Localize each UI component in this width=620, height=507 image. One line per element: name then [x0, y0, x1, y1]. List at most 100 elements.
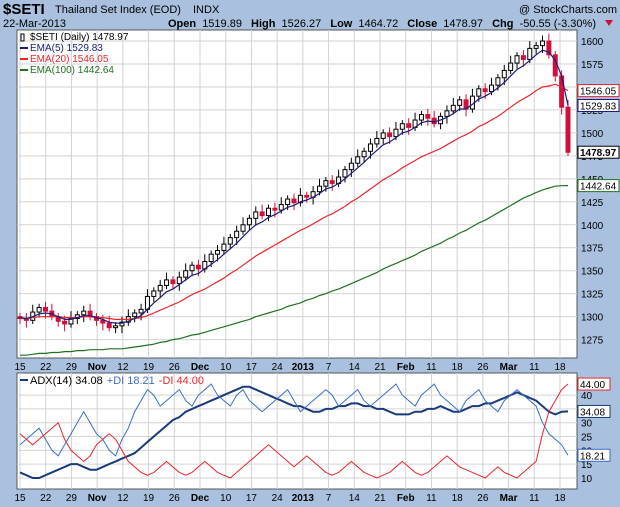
- adx-value-tag-label: 18.21: [580, 451, 605, 462]
- candle-body: [297, 194, 303, 204]
- open-value: 1519.89: [202, 18, 242, 30]
- candle-body: [215, 250, 221, 255]
- adx-y-tick-label: 25: [581, 433, 593, 444]
- price-x-tick-label: 26: [477, 362, 489, 373]
- legend-label: $SETI (Daily) 1478.97: [30, 32, 129, 43]
- adx-y-tick-label: 10: [581, 474, 593, 485]
- minus-di-line: [19, 383, 569, 479]
- adx-x-tick-label: 19: [143, 493, 155, 504]
- price-x-tick-label: Mar: [500, 362, 518, 373]
- candle-body: [195, 264, 201, 270]
- candle-body: [100, 319, 106, 324]
- price-x-axis: 15 22 29 Nov 12 19 26 Dec 10 17 24 2013 7 14 21 Feb 11 18…: [14, 362, 566, 373]
- price-panel: [16, 29, 578, 359]
- adx-x-tick-label: 18: [554, 493, 566, 504]
- adx-x-tick-label: Dec: [191, 493, 210, 504]
- candle-body: [106, 322, 112, 329]
- candle-body: [291, 198, 297, 204]
- ema20-line: [20, 83, 569, 320]
- price-x-tick-label: 7: [326, 362, 332, 373]
- candle-body: [183, 270, 189, 278]
- candle-body: [208, 253, 214, 263]
- adx-x-tick-label: 15: [14, 493, 26, 504]
- candle-body: [278, 204, 284, 211]
- chart-exchange: INDX: [193, 4, 220, 16]
- adx-x-tick-label: 11: [529, 493, 540, 504]
- adx-x-tick-label: 2013: [292, 493, 315, 504]
- adx-legend: ADX(14) 34.08 +DI 18.21 -DI 44.00: [20, 375, 204, 387]
- close-value: 1478.97: [443, 18, 483, 30]
- candle-body: [240, 224, 246, 232]
- price-y-tick-label: 1375: [581, 244, 604, 255]
- candle-body: [565, 106, 571, 153]
- price-y-tick-label: 1275: [581, 336, 604, 347]
- price-x-tick-label: 19: [143, 362, 155, 373]
- candle-body: [482, 88, 488, 93]
- candle-body: [425, 114, 431, 119]
- candle-body: [540, 40, 546, 47]
- price-x-tick-label: 12: [117, 362, 129, 373]
- adx-x-tick-label: Nov: [88, 493, 107, 504]
- price-x-tick-label: 21: [374, 362, 386, 373]
- high-label: High: [251, 18, 276, 30]
- candle-body: [304, 194, 310, 198]
- candle-body: [546, 40, 552, 56]
- open-label: Open: [168, 18, 196, 30]
- adx-x-tick-label: 26: [477, 493, 489, 504]
- candle-body: [138, 308, 144, 314]
- price-x-tick-label: Dec: [191, 362, 210, 373]
- price-value-tag: [577, 179, 620, 193]
- price-y-axis: 1275130013251350137514001425145014751500…: [577, 37, 620, 347]
- candle-body: [418, 114, 424, 121]
- price-y-tick-label: 1400: [581, 221, 604, 232]
- candle-body: [501, 69, 507, 79]
- watermark[interactable]: @ StockCharts.com: [519, 4, 617, 16]
- adx-value-tag: [577, 448, 611, 462]
- price-x-tick-label: 11: [426, 362, 437, 373]
- candle-body: [151, 290, 157, 297]
- adx-panel: [16, 372, 578, 490]
- candle-body: [374, 137, 380, 145]
- candle-body: [520, 55, 526, 60]
- candle-body: [266, 207, 272, 217]
- price-y-tick-label: 1325: [581, 290, 604, 301]
- price-value-tag: [577, 98, 620, 112]
- price-x-tick-label: 11: [529, 362, 540, 373]
- adx-x-tick-label: 7: [326, 493, 332, 504]
- chart-date: 22-Mar-2013: [3, 18, 66, 30]
- chg-label: Chg: [492, 18, 513, 30]
- candle-body: [176, 276, 182, 285]
- adx-x-tick-label: 24: [272, 493, 284, 504]
- chart-index-name: Thailand Set Index (EOD): [55, 4, 181, 16]
- candle-body: [387, 132, 393, 138]
- price-grid: [17, 30, 577, 358]
- candle-body: [399, 123, 405, 130]
- price-value-tag-label: 1478.97: [580, 148, 617, 159]
- candle-body: [316, 185, 322, 193]
- candle-body: [234, 230, 240, 239]
- adx-value-tag: [577, 377, 611, 391]
- plus-di-line: [19, 383, 569, 457]
- candle-body: [329, 180, 335, 184]
- candle-body: [285, 198, 291, 206]
- price-value-tag-label: 1442.64: [580, 182, 617, 193]
- adx-series: [19, 383, 569, 479]
- price-x-tick-label: 24: [272, 362, 284, 373]
- adx-legend-label: ADX(14) 34.08 +DI 18.21 -DI 44.00: [30, 375, 204, 387]
- legend-label: EMA(100) 1442.64: [30, 65, 114, 76]
- adx-x-tick-label: 11: [426, 493, 437, 504]
- low-value: 1464.72: [358, 18, 398, 30]
- price-y-tick-label: 1425: [581, 198, 604, 209]
- price-x-tick-label: 17: [246, 362, 258, 373]
- chg-value: -50.55 (-3.30%): [520, 18, 596, 30]
- adx-value-tag-label: 44.00: [580, 380, 605, 391]
- candle-body: [157, 284, 163, 292]
- candle-body: [259, 211, 265, 217]
- price-x-tick-label: 18: [554, 362, 566, 373]
- adx-value-tag-label: 34.08: [580, 407, 605, 418]
- ohlc-readout: Open 1519.89 High 1526.27 Low 1464.72 Cl…: [168, 18, 596, 30]
- candle-body: [361, 150, 367, 158]
- price-value-tag: [577, 84, 620, 98]
